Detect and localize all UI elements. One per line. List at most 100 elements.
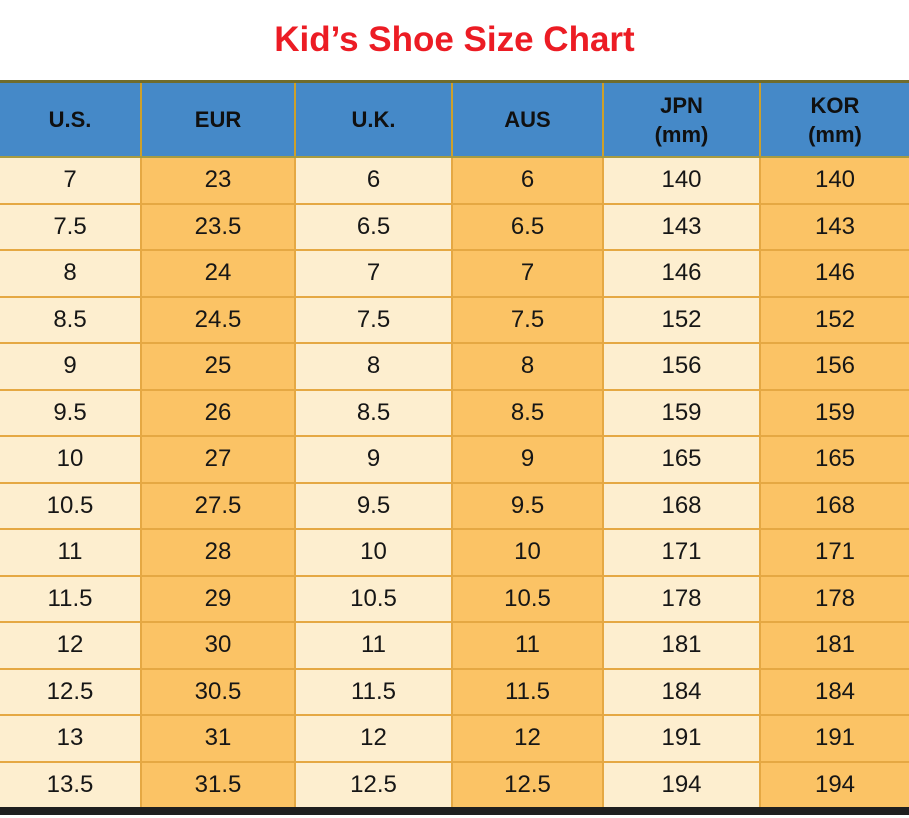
cell-uk-r10: 10.5 — [294, 574, 453, 623]
cell-eur-r5: 25 — [140, 342, 296, 391]
cell-uk-r14: 12.5 — [294, 760, 453, 807]
cell-kor-r7: 165 — [759, 435, 909, 484]
cell-kor-r6: 159 — [759, 388, 909, 437]
cell-uk-r9: 10 — [294, 528, 453, 577]
cell-eur-r14: 31.5 — [140, 760, 296, 807]
table-row-11: 12 30 11 11 181 181 — [0, 621, 909, 670]
cell-jpn-r7: 165 — [602, 435, 761, 484]
table-bottom-border — [0, 807, 909, 815]
header-cell-us: U.S. — [0, 81, 142, 158]
header-us-label: U.S. — [48, 107, 92, 132]
cell-kor-r14: 194 — [759, 760, 909, 807]
cell-us-r7: 10 — [0, 435, 142, 484]
table-row-6: 9.5 26 8.5 8.5 159 159 — [0, 388, 909, 437]
header-cell-jpn: JPN (mm) — [602, 81, 761, 158]
cell-eur-r12: 30.5 — [140, 667, 296, 716]
cell-us-r5: 9 — [0, 342, 142, 391]
table-body: 7 23 6 6 140 140 7.5 23.5 6.5 6.5 143 143 8 24 7 7 146 14… — [0, 156, 909, 807]
cell-us-r3: 8 — [0, 249, 142, 298]
cell-us-r12: 12.5 — [0, 667, 142, 716]
cell-uk-r5: 8 — [294, 342, 453, 391]
cell-us-r14: 13.5 — [0, 760, 142, 807]
cell-kor-r13: 191 — [759, 714, 909, 763]
cell-us-r6: 9.5 — [0, 388, 142, 437]
cell-jpn-r12: 184 — [602, 667, 761, 716]
cell-uk-r8: 9.5 — [294, 481, 453, 530]
cell-kor-r5: 156 — [759, 342, 909, 391]
cell-kor-r8: 168 — [759, 481, 909, 530]
page-title: Kid’s Shoe Size Chart — [274, 20, 635, 59]
cell-eur-r9: 28 — [140, 528, 296, 577]
cell-aus-r6: 8.5 — [451, 388, 604, 437]
cell-uk-r2: 6.5 — [294, 202, 453, 251]
cell-aus-r4: 7.5 — [451, 295, 604, 344]
cell-eur-r8: 27.5 — [140, 481, 296, 530]
table-row-2: 7.5 23.5 6.5 6.5 143 143 — [0, 202, 909, 251]
cell-jpn-r10: 178 — [602, 574, 761, 623]
header-cell-kor: KOR (mm) — [759, 81, 909, 158]
header-row: U.S. EUR U.K. AUS JPN (mm) — [0, 81, 909, 158]
table-row-12: 12.5 30.5 11.5 11.5 184 184 — [0, 667, 909, 716]
cell-us-r10: 11.5 — [0, 574, 142, 623]
header-jpn-label: JPN — [660, 92, 703, 118]
cell-aus-r3: 7 — [451, 249, 604, 298]
cell-aus-r9: 10 — [451, 528, 604, 577]
cell-kor-r4: 152 — [759, 295, 909, 344]
cell-eur-r6: 26 — [140, 388, 296, 437]
table-row-3: 8 24 7 7 146 146 — [0, 249, 909, 298]
cell-us-r1: 7 — [0, 156, 142, 205]
cell-aus-r14: 12.5 — [451, 760, 604, 807]
cell-jpn-r6: 159 — [602, 388, 761, 437]
cell-us-r2: 7.5 — [0, 202, 142, 251]
cell-kor-r11: 181 — [759, 621, 909, 670]
header-jpn-unit: (mm) — [654, 121, 709, 147]
cell-aus-r13: 12 — [451, 714, 604, 763]
cell-eur-r7: 27 — [140, 435, 296, 484]
cell-uk-r7: 9 — [294, 435, 453, 484]
table-row-9: 11 28 10 10 171 171 — [0, 528, 909, 577]
header-cell-eur: EUR — [140, 81, 296, 158]
cell-jpn-r11: 181 — [602, 621, 761, 670]
cell-eur-r13: 31 — [140, 714, 296, 763]
cell-us-r4: 8.5 — [0, 295, 142, 344]
cell-uk-r4: 7.5 — [294, 295, 453, 344]
cell-aus-r10: 10.5 — [451, 574, 604, 623]
table-row-7: 10 27 9 9 165 165 — [0, 435, 909, 484]
cell-jpn-r9: 171 — [602, 528, 761, 577]
shoe-size-table: U.S. EUR U.K. AUS JPN (mm) — [0, 80, 909, 807]
table-row-10: 11.5 29 10.5 10.5 178 178 — [0, 574, 909, 623]
cell-us-r9: 11 — [0, 528, 142, 577]
table-row-14: 13.5 31.5 12.5 12.5 194 194 — [0, 760, 909, 807]
header-kor-unit: (mm) — [808, 121, 862, 147]
cell-aus-r12: 11.5 — [451, 667, 604, 716]
header-cell-uk: U.K. — [294, 81, 453, 158]
table-row-5: 9 25 8 8 156 156 — [0, 342, 909, 391]
header-eur-label: EUR — [194, 107, 242, 132]
cell-aus-r8: 9.5 — [451, 481, 604, 530]
cell-aus-r11: 11 — [451, 621, 604, 670]
cell-eur-r10: 29 — [140, 574, 296, 623]
cell-kor-r3: 146 — [759, 249, 909, 298]
cell-kor-r9: 171 — [759, 528, 909, 577]
cell-kor-r10: 178 — [759, 574, 909, 623]
cell-uk-r12: 11.5 — [294, 667, 453, 716]
cell-eur-r11: 30 — [140, 621, 296, 670]
cell-kor-r2: 143 — [759, 202, 909, 251]
table-row-4: 8.5 24.5 7.5 7.5 152 152 — [0, 295, 909, 344]
cell-aus-r5: 8 — [451, 342, 604, 391]
cell-eur-r4: 24.5 — [140, 295, 296, 344]
cell-uk-r6: 8.5 — [294, 388, 453, 437]
cell-aus-r7: 9 — [451, 435, 604, 484]
cell-uk-r1: 6 — [294, 156, 453, 205]
cell-jpn-r5: 156 — [602, 342, 761, 391]
cell-jpn-r2: 143 — [602, 202, 761, 251]
cell-us-r13: 13 — [0, 714, 142, 763]
table-row-13: 13 31 12 12 191 191 — [0, 714, 909, 763]
cell-uk-r11: 11 — [294, 621, 453, 670]
cell-eur-r2: 23.5 — [140, 202, 296, 251]
cell-jpn-r1: 140 — [602, 156, 761, 205]
table-row-8: 10.5 27.5 9.5 9.5 168 168 — [0, 481, 909, 530]
table-header: U.S. EUR U.K. AUS JPN (mm) — [0, 81, 909, 158]
cell-jpn-r3: 146 — [602, 249, 761, 298]
